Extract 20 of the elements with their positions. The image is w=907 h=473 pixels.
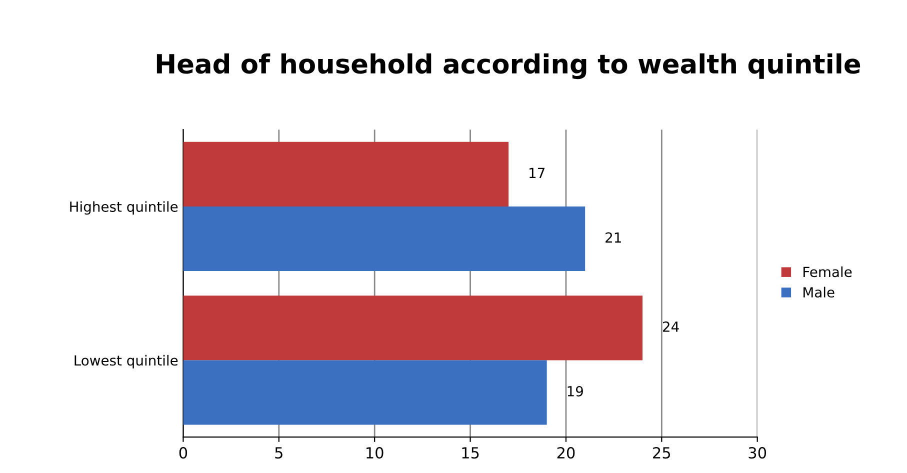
bar (183, 360, 547, 425)
bar (183, 206, 586, 272)
x-tick-label: 15 (462, 447, 479, 459)
x-tick-label: 5 (275, 447, 282, 459)
legend-label: Male (804, 286, 834, 298)
bar (183, 142, 509, 206)
x-tick-label: 20 (557, 447, 575, 459)
y-tick-label: Lowest quintile (74, 354, 178, 368)
data-label: 21 (606, 232, 621, 243)
data-label: 24 (662, 321, 679, 332)
legend-label: Female (804, 266, 852, 278)
bar (183, 296, 643, 360)
y-tick-label: Highest quintile (70, 201, 178, 215)
data-label: 17 (530, 168, 544, 178)
data-label: 19 (568, 386, 583, 396)
chart-title: Head of household according to wealth quintile (156, 53, 860, 80)
x-tick-label: 0 (179, 447, 188, 459)
x-tick-label: 10 (366, 447, 384, 459)
x-tick-label: 25 (653, 447, 670, 459)
x-tick-label: 30 (748, 447, 766, 459)
